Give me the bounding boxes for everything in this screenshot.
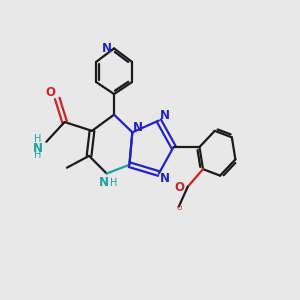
Text: H: H <box>110 178 118 188</box>
Text: O: O <box>45 86 55 99</box>
Text: O: O <box>174 181 184 194</box>
Text: O: O <box>176 205 182 211</box>
Text: N: N <box>160 109 170 122</box>
Text: N: N <box>160 172 170 185</box>
Text: N: N <box>102 42 112 55</box>
Text: N: N <box>99 176 110 190</box>
Text: H: H <box>34 134 41 144</box>
Text: N: N <box>133 122 142 134</box>
Text: N: N <box>32 142 43 155</box>
Text: H: H <box>34 150 41 160</box>
